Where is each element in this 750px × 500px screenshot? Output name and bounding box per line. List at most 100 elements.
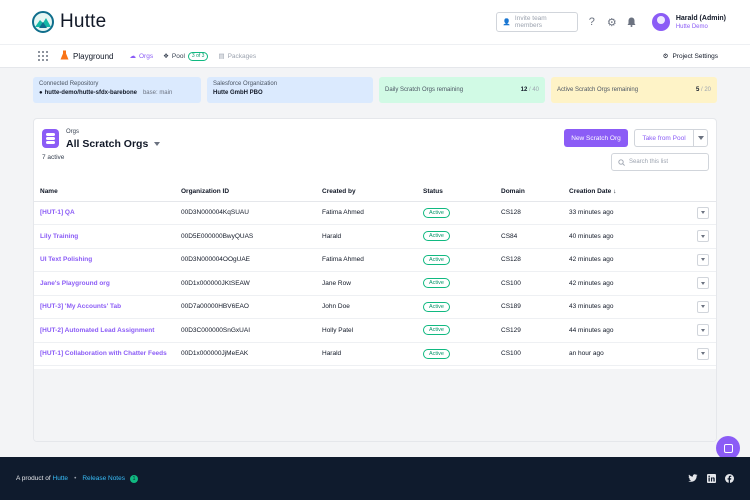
table-row: [HUT-1] Collaboration with Chatter Feeds…: [34, 342, 716, 366]
project-switcher[interactable]: Playground: [60, 50, 113, 62]
avatar: [651, 13, 670, 31]
new-scratch-org-button[interactable]: New Scratch Org: [564, 129, 628, 147]
project-settings-label: Project Settings: [672, 52, 718, 60]
active-count: 5 / 20: [695, 87, 711, 93]
active-label: Active Scratch Orgs remaining: [557, 87, 639, 93]
col-status[interactable]: Status: [423, 183, 501, 202]
linkedin-icon[interactable]: [706, 474, 716, 484]
row-actions-button[interactable]: [697, 206, 709, 219]
daily-label: Daily Scratch Orgs remaining: [385, 87, 464, 93]
chevron-down-icon: [701, 328, 705, 332]
question-icon[interactable]: ?: [588, 16, 595, 28]
created-by: Harald: [322, 342, 423, 366]
gear-icon[interactable]: ⚙: [606, 16, 617, 29]
bell-icon[interactable]: [626, 16, 638, 28]
status-badge: Active: [423, 325, 450, 336]
release-notes-link[interactable]: Release Notes: [82, 475, 125, 482]
tab-packages[interactable]: ▤ Packages: [218, 52, 257, 61]
org-name-link[interactable]: [HUT-1] Collaboration with Chatter Feeds: [40, 350, 167, 358]
created-by: John Doe: [322, 295, 423, 319]
repo-value[interactable]: hutte-demo/hutte-sfdx-barebone: [44, 90, 137, 96]
table-header-row: Name Organization ID Created by Status D…: [34, 183, 716, 202]
creation-date: 44 minutes ago: [569, 318, 697, 343]
apps-grid-icon[interactable]: [38, 51, 48, 61]
created-by: Harald: [322, 224, 423, 249]
org-name-link[interactable]: [HUT-3] 'My Accounts' Tab: [40, 303, 122, 311]
row-actions-button[interactable]: [697, 324, 709, 337]
facebook-icon[interactable]: [724, 474, 734, 484]
sf-label: Salesforce Organization: [213, 81, 278, 87]
status-badge: Active: [423, 278, 450, 289]
org-name-link[interactable]: Jane's Playground org: [40, 279, 110, 287]
domain: CS189: [501, 295, 569, 319]
org-id: 00D3N000004OOgUAE: [181, 248, 322, 272]
invite-placeholder: Invite team members: [514, 15, 547, 29]
invite-team-input[interactable]: 👤 Invite team members: [495, 12, 578, 32]
table-row: Jane's Playground org 00D1x000000JKtSEAW…: [34, 271, 716, 296]
status-badge: Active: [423, 254, 450, 265]
repo-card: Connected Repository ● hutte-demo/hutte-…: [33, 77, 201, 103]
user-menu[interactable]: Harald (Admin) Hutte Demo: [651, 13, 726, 31]
row-actions-button[interactable]: [697, 230, 709, 243]
table-row: Lily Training 00D5E000000BwyQUAS Harald …: [34, 224, 716, 249]
orgs-table: Name Organization ID Created by Status D…: [34, 183, 716, 366]
product-of-text: A product of: [16, 475, 51, 482]
status-badge: Active: [423, 348, 450, 359]
org-name-link[interactable]: [HUT-2] Automated Lead Assignment: [40, 326, 155, 334]
table-row: [HUT-1] QA 00D3N000004KqSUAU Fatima Ahme…: [34, 201, 716, 225]
col-created-by[interactable]: Created by: [322, 183, 423, 202]
tab-label: Packages: [227, 52, 257, 60]
table-row: [HUT-2] Automated Lead Assignment 00D3C0…: [34, 318, 716, 343]
chevron-down-icon: [701, 305, 705, 309]
domain: CS128: [501, 248, 569, 272]
row-actions-button[interactable]: [697, 277, 709, 290]
row-actions-button[interactable]: [697, 300, 709, 313]
org-id: 00D1x000000JKtSEAW: [181, 271, 322, 296]
pool-icon: ❖: [163, 53, 169, 60]
row-actions-button[interactable]: [697, 253, 709, 266]
tab-pool[interactable]: ❖ Pool 3 of 3: [163, 51, 209, 61]
social-links: [688, 474, 734, 484]
org-name-link[interactable]: [HUT-1] QA: [40, 209, 75, 217]
sf-value: Hutte GmbH PBO: [213, 90, 263, 96]
pool-dropdown-button[interactable]: [693, 129, 708, 147]
repo-label: Connected Repository: [39, 81, 99, 87]
status-badge: Active: [423, 231, 450, 242]
twitter-icon[interactable]: [688, 474, 698, 484]
search-input[interactable]: Search this list: [611, 153, 709, 171]
gear-icon: ⚙: [662, 53, 669, 60]
col-org-id[interactable]: Organization ID: [181, 183, 322, 202]
take-from-pool-button[interactable]: Take from Pool: [634, 129, 693, 147]
brand-link[interactable]: Hutte: [52, 475, 69, 482]
col-creation-date[interactable]: Creation Date ↓: [569, 183, 697, 202]
chevron-down-icon: [701, 281, 705, 285]
project-settings-link[interactable]: ⚙ Project Settings: [662, 52, 718, 61]
chevron-down-icon: [697, 136, 704, 140]
app-logo[interactable]: Hutte: [32, 11, 106, 33]
active-count-label: 7 active: [42, 154, 65, 161]
chat-support-button[interactable]: [716, 436, 740, 460]
salesforce-card: Salesforce Organization Hutte GmbH PBO: [207, 77, 373, 103]
daily-scratch-card: Daily Scratch Orgs remaining 12 / 40: [379, 77, 545, 103]
view-selector[interactable]: All Scratch Orgs: [66, 138, 161, 150]
org-id: 00D3N000004KqSUAU: [181, 201, 322, 225]
chevron-down-icon: [154, 142, 161, 146]
top-bar: Hutte 👤 Invite team members ? ⚙ Harald (…: [0, 0, 750, 44]
created-by: Fatima Ahmed: [322, 201, 423, 225]
org-name-link[interactable]: Lily Training: [40, 232, 79, 240]
col-name[interactable]: Name: [34, 183, 181, 202]
user-plus-icon: 👤: [502, 19, 511, 26]
creation-date: 42 minutes ago: [569, 271, 697, 296]
org-name-link[interactable]: UI Text Polishing: [40, 256, 93, 264]
info-cards: Connected Repository ● hutte-demo/hutte-…: [33, 77, 717, 103]
tab-orgs[interactable]: ☁ Orgs: [129, 52, 153, 61]
footer: A product of Hutte • Release Notes 1: [0, 457, 750, 500]
domain: CS84: [501, 224, 569, 249]
search-icon: [618, 158, 625, 166]
creation-date: an hour ago: [569, 342, 697, 366]
row-actions-button[interactable]: [697, 347, 709, 360]
col-domain[interactable]: Domain: [501, 183, 569, 202]
domain: CS100: [501, 342, 569, 366]
table-row: UI Text Polishing 00D3N000004OOgUAE Fati…: [34, 248, 716, 272]
status-badge: Active: [423, 207, 450, 218]
